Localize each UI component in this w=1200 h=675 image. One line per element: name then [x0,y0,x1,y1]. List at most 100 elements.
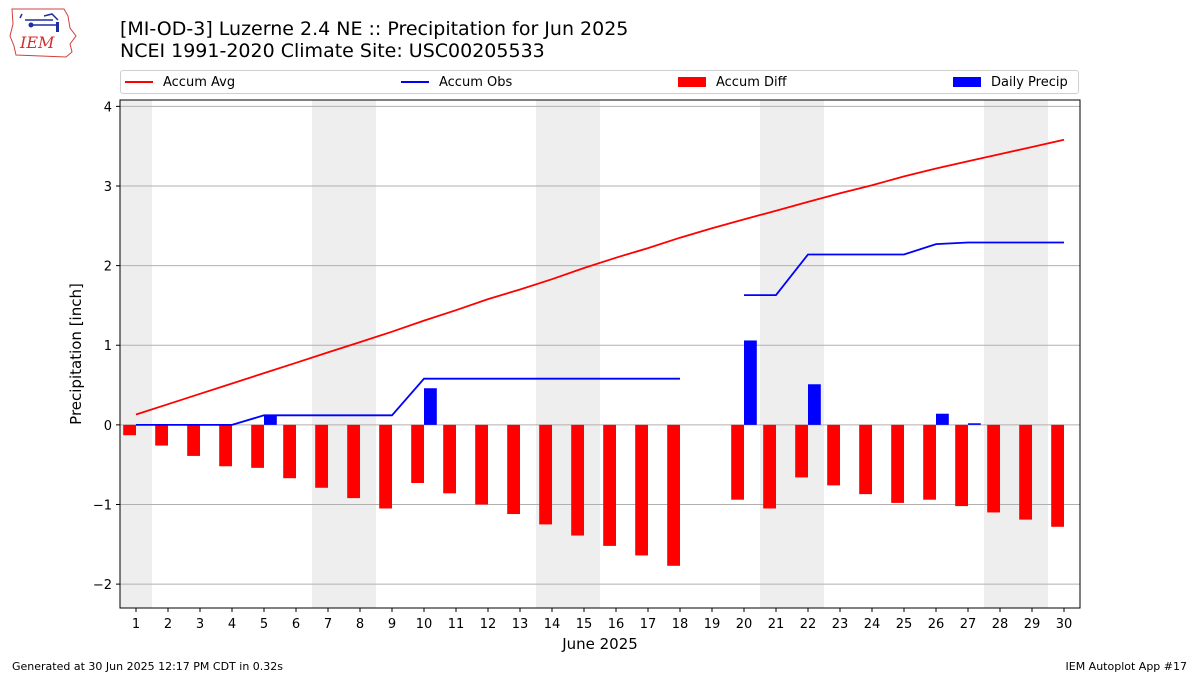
diff-bar-day-24 [859,424,872,495]
x-tick-label-7: 7 [324,617,332,632]
diff-bar-day-16 [603,424,616,546]
diff-bar-day-4 [219,424,232,467]
diff-bar-day-30 [1051,424,1064,527]
x-tick-label-15: 15 [576,617,593,632]
footer-generated: Generated at 30 Jun 2025 12:17 PM CDT in… [12,660,284,673]
diff-bar-day-11 [443,424,456,494]
diff-bar-day-5 [251,424,264,468]
diff-bar-day-9 [379,424,392,509]
daily-bar-day-27 [968,423,981,425]
legend-item-accum-avg: Accum Avg [125,71,235,93]
x-tick-label-5: 5 [260,617,268,632]
accum-avg-line [135,138,1065,416]
plot-frame [119,99,1081,609]
daily-bar-day-5 [264,415,277,425]
x-tick-label-6: 6 [292,617,300,632]
daily-bar-day-20 [744,340,757,425]
x-tick-label-13: 13 [512,617,529,632]
y-tick-label-1: 1 [104,339,112,354]
x-tick-label-27: 27 [960,617,977,632]
legend-swatch-daily-precip [953,77,981,87]
diff-bar-day-27 [955,424,968,507]
legend-label-accum-obs: Accum Obs [439,74,513,90]
x-tick-label-24: 24 [864,617,881,632]
legend-label-accum-avg: Accum Avg [163,74,236,90]
x-tick-label-4: 4 [228,617,236,632]
legend-item-daily-precip: Daily Precip [953,71,1068,93]
diff-bar-day-14 [539,424,552,525]
diff-bar-day-8 [347,424,360,499]
diff-bar-day-18 [667,424,680,566]
x-tick-label-10: 10 [416,617,433,632]
diff-bar-day-7 [315,424,328,488]
legend-item-accum-diff: Accum Diff [678,71,787,93]
y-tick-label--1: −1 [93,498,112,513]
weekend-band-2 [312,100,376,608]
y-tick-label-3: 3 [104,180,112,195]
diff-bar-day-13 [507,424,520,515]
legend-label-daily-precip: Daily Precip [991,74,1068,90]
y-tick-label-4: 4 [104,100,112,115]
legend-swatch-accum-obs [401,81,429,83]
x-tick-label-25: 25 [896,617,913,632]
diff-bar-day-12 [475,424,488,505]
x-axis-label: June 2025 [561,635,638,653]
legend-swatch-accum-avg [125,81,153,83]
x-tick-label-3: 3 [196,617,204,632]
legend-swatch-accum-diff [678,77,706,87]
diff-bar-day-10 [411,424,424,483]
weekend-band-1 [120,100,152,608]
diff-bar-day-17 [635,424,648,556]
daily-bar-day-26 [936,413,949,425]
diff-bar-day-29 [1019,424,1032,520]
diff-bar-day-28 [987,424,1000,513]
weekend-band-5 [984,100,1048,608]
x-tick-label-28: 28 [992,617,1009,632]
x-tick-label-14: 14 [544,617,561,632]
y-tick-label-2: 2 [104,260,112,275]
y-axis-label: Precipitation [inch] [67,283,85,425]
logo-text: IEM [19,33,55,52]
x-tick-label-20: 20 [736,617,753,632]
diff-bar-day-1 [123,424,136,436]
footer-app-id: IEM Autoplot App #17 [1065,660,1188,673]
diff-bar-day-15 [571,424,584,536]
diff-bar-day-2 [155,424,168,446]
y-tick-label-0: 0 [104,419,112,434]
diff-bar-day-3 [187,424,200,456]
x-tick-label-23: 23 [832,617,849,632]
daily-bar-day-22 [808,384,821,425]
daily-bar-day-10 [424,388,437,425]
diff-bar-day-6 [283,424,296,479]
legend-item-accum-obs: Accum Obs [401,71,512,93]
accum-obs-line [136,241,1064,426]
weekend-band-4 [760,100,824,608]
legend-label-accum-diff: Accum Diff [716,74,787,90]
x-tick-label-9: 9 [388,617,396,632]
x-tick-label-2: 2 [164,617,172,632]
x-tick-label-30: 30 [1056,617,1073,632]
x-tick-label-1: 1 [132,617,140,632]
x-tick-label-29: 29 [1024,617,1041,632]
diff-bar-day-21 [763,424,776,509]
y-tick-label--2: −2 [93,578,112,593]
x-tick-label-21: 21 [768,617,785,632]
x-tick-label-16: 16 [608,617,625,632]
x-tick-label-17: 17 [640,617,657,632]
chart-subtitle: NCEI 1991-2020 Climate Site: USC00205533 [120,40,545,62]
diff-bar-day-20 [731,424,744,500]
iem-logo: IEM [9,8,77,58]
chart-legend: Accum Avg Accum Obs Accum Diff Daily Pre… [120,70,1079,94]
x-tick-label-18: 18 [672,617,689,632]
chart-title: [MI-OD-3] Luzerne 2.4 NE :: Precipitatio… [120,18,629,40]
x-tick-label-26: 26 [928,617,945,632]
diff-bar-day-22 [795,424,808,478]
x-tick-label-11: 11 [448,617,465,632]
diff-bar-day-26 [923,424,936,500]
x-tick-label-12: 12 [480,617,497,632]
diff-bar-day-25 [891,424,904,503]
weekend-band-3 [536,100,600,608]
x-tick-label-19: 19 [704,617,721,632]
x-tick-label-8: 8 [356,617,364,632]
